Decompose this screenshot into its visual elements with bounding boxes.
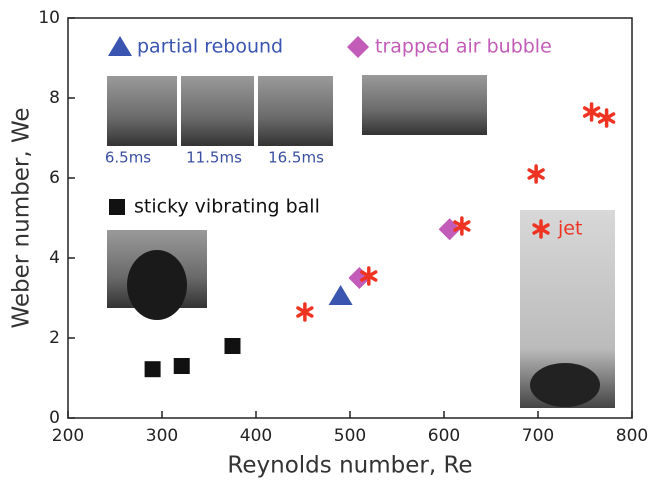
time-label: 11.5ms (186, 149, 242, 167)
x-tick-label: 800 (616, 426, 648, 446)
legend-label: sticky vibrating ball (134, 196, 320, 218)
x-axis-title: Reynolds number, Re (227, 453, 472, 479)
y-tick-label: 2 (49, 328, 60, 348)
y-tick-label: 6 (49, 168, 60, 188)
photo (362, 75, 487, 135)
drop (127, 250, 187, 320)
y-tick-label: 4 (49, 248, 60, 268)
photo (181, 76, 254, 146)
time-label: 16.5ms (268, 149, 324, 167)
time-label: 6.5ms (105, 149, 151, 167)
legend-label: trapped air bubble (375, 36, 552, 58)
legend-marker (109, 199, 125, 215)
chart: 6.5ms 11.5ms 16.5ms Reynolds number, Re … (0, 0, 653, 484)
marker (145, 361, 161, 377)
legend-marker (347, 36, 369, 58)
y-tick-label: 10 (38, 8, 60, 28)
marker (585, 104, 599, 120)
marker (329, 285, 353, 305)
x-tick-label: 200 (52, 426, 84, 446)
legend-marker (108, 36, 132, 56)
x-tick-label: 300 (146, 426, 178, 446)
x-tick-label: 400 (240, 426, 272, 446)
marker (298, 304, 312, 320)
jet-drop (530, 363, 600, 407)
photo (258, 76, 333, 146)
y-tick-label: 8 (49, 88, 60, 108)
marker (174, 358, 190, 374)
x-tick-label: 500 (334, 426, 366, 446)
photo (107, 76, 177, 146)
y-tick-label: 0 (49, 408, 60, 428)
legend-label: partial rebound (137, 36, 283, 58)
x-tick-label: 600 (428, 426, 460, 446)
marker (529, 166, 543, 182)
marker (225, 338, 241, 354)
marker (600, 110, 614, 126)
legend-label: jet (557, 218, 582, 240)
y-axis-title: Weber number, We (9, 108, 35, 329)
x-tick-label: 700 (522, 426, 554, 446)
